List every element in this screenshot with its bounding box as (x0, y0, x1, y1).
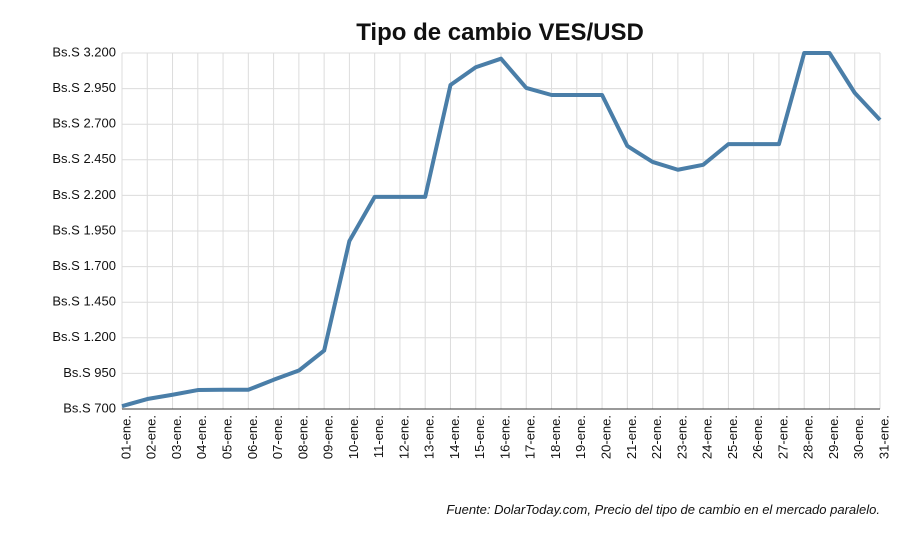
y-tick-label: Bs.S 1.200 (52, 329, 116, 344)
y-tick-label: Bs.S 2.200 (52, 187, 116, 202)
x-tick-label: 29-ene. (826, 415, 841, 459)
x-tick-label: 15-ene. (472, 415, 487, 459)
x-tick-label: 12-ene. (396, 415, 411, 459)
data-line (121, 51, 882, 409)
x-tick-label: 26-ene. (750, 415, 765, 459)
x-tick-label: 05-ene. (220, 415, 235, 459)
x-tick-label: 16-ene. (497, 415, 512, 459)
y-tick-label: Bs.S 2.950 (52, 80, 116, 95)
source-note: Fuente: DolarToday.com, Precio del tipo … (446, 502, 880, 517)
y-tick-label: Bs.S 1.700 (52, 258, 116, 273)
x-tick-label: 25-ene. (725, 415, 740, 459)
x-tick-label: 01-ene. (118, 415, 133, 459)
x-tick-label: 30-ene. (851, 415, 866, 459)
x-tick-label: 09-ene. (321, 415, 336, 459)
x-tick-label: 04-ene. (194, 415, 209, 459)
x-tick-label: 27-ene. (775, 415, 790, 459)
x-tick-label: 21-ene. (624, 415, 639, 459)
x-tick-label: 08-ene. (295, 415, 310, 459)
y-tick-label: Bs.S 700 (63, 400, 116, 415)
x-tick-label: 07-ene. (270, 415, 285, 459)
x-tick-label: 06-ene. (245, 415, 260, 459)
chart-title: Tipo de cambio VES/USD (356, 19, 644, 46)
x-tick-label: 11-ene. (371, 415, 386, 458)
y-tick-label: Bs.S 1.450 (52, 294, 116, 309)
y-tick-label: Bs.S 2.450 (52, 151, 116, 166)
x-tick-label: 14-ene. (447, 415, 462, 459)
x-tick-label: 23-ene. (674, 415, 689, 459)
x-tick-label: 18-ene. (548, 415, 563, 459)
x-tick-label: 13-ene. (422, 415, 437, 459)
y-tick-label: Bs.S 1.950 (52, 222, 116, 237)
x-tick-label: 19-ene. (573, 415, 588, 459)
x-tick-label: 02-ene. (144, 415, 159, 459)
x-tick-label: 24-ene. (700, 415, 715, 459)
x-tick-label: 17-ene. (523, 415, 538, 459)
x-tick-label: 28-ene. (801, 415, 816, 459)
y-tick-label: Bs.S 2.700 (52, 116, 116, 131)
x-tick-label: 31-ene. (876, 415, 891, 459)
x-tick-label: 10-ene. (346, 415, 361, 459)
y-tick-label: Bs.S 3.200 (52, 44, 116, 59)
x-tick-label: 20-ene. (599, 415, 614, 459)
y-tick-label: Bs.S 950 (63, 365, 116, 380)
x-tick-label: 22-ene. (649, 415, 664, 459)
x-tick-label: 03-ene. (169, 415, 184, 459)
